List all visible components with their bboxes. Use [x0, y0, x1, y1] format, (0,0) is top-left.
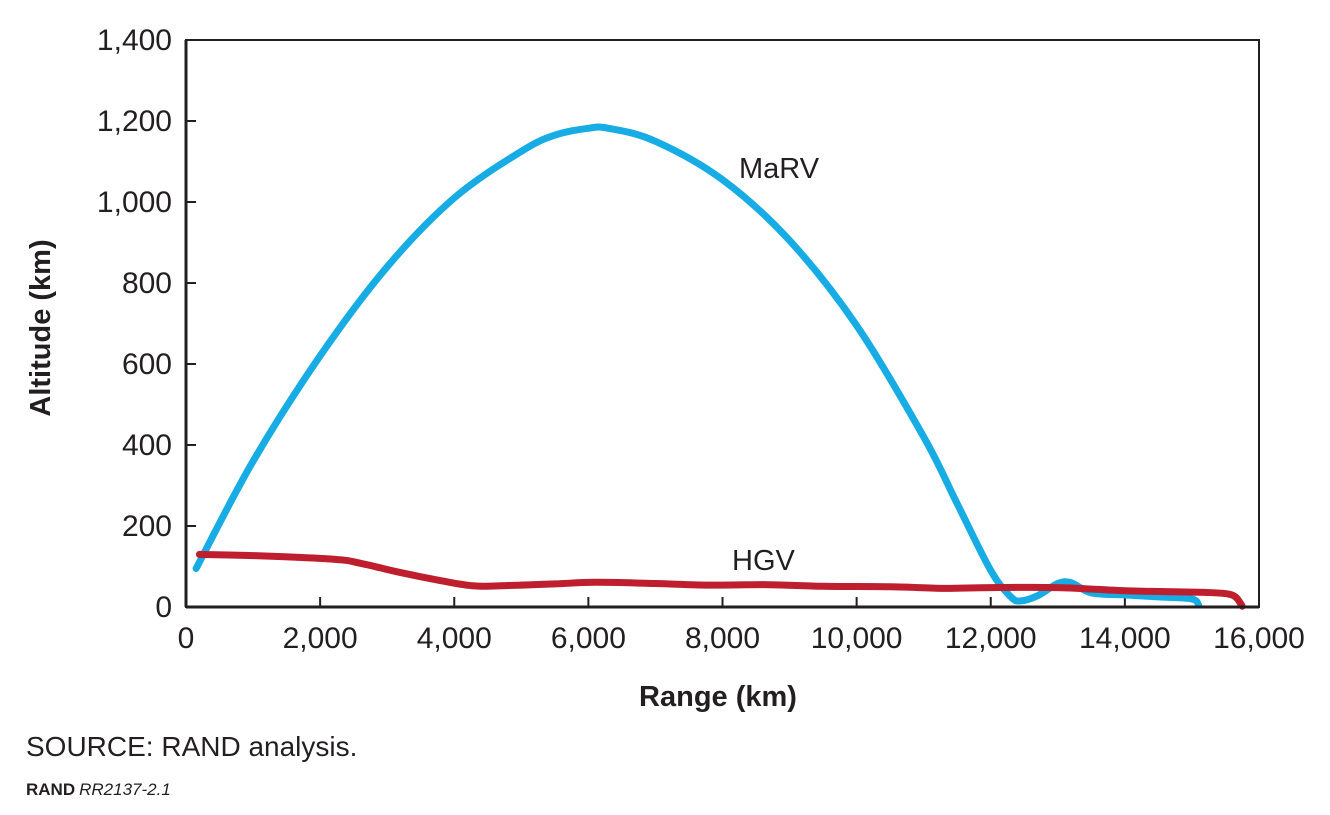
y-tick-label: 1,400: [97, 24, 172, 57]
figure-credit: RAND RR2137-2.1: [26, 780, 171, 800]
report-id: RR2137-2.1: [79, 780, 171, 799]
y-tick-label: 400: [122, 429, 172, 462]
marv-series-line: [192, 123, 1203, 609]
x-tick-label: 12,000: [945, 622, 1037, 655]
x-tick-label: 4,000: [417, 622, 492, 655]
x-axis-ticks: 0 2,000 4,000 6,000 8,000 10,000 12,000 14,000 1…: [178, 597, 1305, 655]
hgv-series-line: [195, 550, 1246, 610]
x-tick-label: 2,000: [283, 622, 358, 655]
source-note: SOURCE: RAND analysis.: [26, 731, 358, 762]
x-tick-label: 14,000: [1079, 622, 1171, 655]
series-layer: [192, 123, 1246, 610]
y-tick-label: 1,200: [97, 105, 172, 138]
x-axis-title: Range (km): [639, 681, 797, 713]
marv-label: MaRV: [739, 153, 820, 185]
x-tick-label: 16,000: [1213, 622, 1305, 655]
hgv-label: HGV: [732, 545, 796, 577]
x-tick-label: 0: [178, 622, 195, 655]
x-tick-label: 6,000: [551, 622, 626, 655]
chart: 0 200 400 600 800 1,000 1,200 1,400 0 2,000 4,000…: [25, 24, 1305, 713]
y-tick-label: 0: [155, 591, 172, 624]
x-tick-label: 10,000: [811, 622, 903, 655]
y-tick-label: 800: [122, 267, 172, 300]
x-tick-label: 8,000: [685, 622, 760, 655]
y-tick-label: 1,000: [97, 186, 172, 219]
y-tick-label: 200: [122, 510, 172, 543]
y-axis-title: Altitude (km): [25, 239, 57, 416]
y-axis-ticks: 0 200 400 600 800 1,000 1,200 1,400: [97, 24, 196, 624]
brand-name: RAND: [26, 780, 76, 799]
y-tick-label: 600: [122, 348, 172, 381]
